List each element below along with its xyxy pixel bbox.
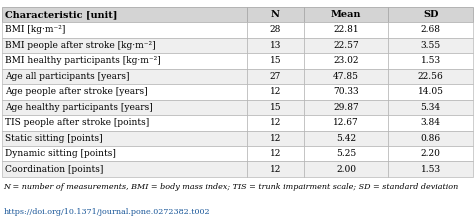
Bar xyxy=(388,53,473,69)
Text: 12: 12 xyxy=(270,134,281,143)
Text: 3.84: 3.84 xyxy=(421,118,441,127)
Text: 1.53: 1.53 xyxy=(420,56,441,65)
Text: 12: 12 xyxy=(270,149,281,158)
Text: Dynamic sitting [points]: Dynamic sitting [points] xyxy=(5,149,116,158)
Text: 12: 12 xyxy=(270,118,281,127)
Text: 27: 27 xyxy=(270,72,281,81)
Bar xyxy=(2,100,247,115)
Bar xyxy=(247,146,304,162)
Text: 2.68: 2.68 xyxy=(421,26,441,34)
Bar xyxy=(247,162,304,177)
Text: 22.56: 22.56 xyxy=(418,72,444,81)
Bar xyxy=(247,69,304,84)
Bar xyxy=(304,115,388,131)
Bar xyxy=(2,146,247,162)
Text: 5.34: 5.34 xyxy=(420,103,441,112)
Bar xyxy=(388,115,473,131)
Text: Static sitting [points]: Static sitting [points] xyxy=(5,134,103,143)
Text: Age healthy participants [years]: Age healthy participants [years] xyxy=(5,103,153,112)
Text: 23.02: 23.02 xyxy=(333,56,359,65)
Text: 15: 15 xyxy=(270,56,281,65)
Text: 2.00: 2.00 xyxy=(336,165,356,174)
Text: 1.53: 1.53 xyxy=(420,165,441,174)
Text: 5.42: 5.42 xyxy=(336,134,356,143)
Bar xyxy=(2,38,247,53)
Text: 12: 12 xyxy=(270,165,281,174)
Text: 2.20: 2.20 xyxy=(421,149,441,158)
Bar xyxy=(388,22,473,38)
Text: TIS people after stroke [points]: TIS people after stroke [points] xyxy=(5,118,149,127)
Bar xyxy=(2,69,247,84)
Text: Characteristic [unit]: Characteristic [unit] xyxy=(5,10,118,19)
Bar xyxy=(388,69,473,84)
Bar xyxy=(304,69,388,84)
Bar xyxy=(388,146,473,162)
Bar xyxy=(2,162,247,177)
Text: Age all participants [years]: Age all participants [years] xyxy=(5,72,130,81)
Text: 28: 28 xyxy=(270,26,281,34)
Text: N = number of measurements, BMI = body mass index; TIS = trunk impairment scale;: N = number of measurements, BMI = body m… xyxy=(3,183,458,191)
Bar xyxy=(304,53,388,69)
Bar xyxy=(2,53,247,69)
Bar xyxy=(247,22,304,38)
Text: 15: 15 xyxy=(270,103,281,112)
Bar xyxy=(388,162,473,177)
Bar xyxy=(388,100,473,115)
Text: 0.86: 0.86 xyxy=(420,134,441,143)
Text: 5.25: 5.25 xyxy=(336,149,356,158)
Bar xyxy=(247,38,304,53)
Bar xyxy=(2,115,247,131)
Bar xyxy=(2,84,247,100)
Bar xyxy=(304,100,388,115)
Bar xyxy=(247,100,304,115)
Bar xyxy=(304,84,388,100)
Text: 3.55: 3.55 xyxy=(420,41,441,50)
Text: 47.85: 47.85 xyxy=(333,72,359,81)
Bar xyxy=(247,115,304,131)
Text: 12.67: 12.67 xyxy=(333,118,359,127)
Bar xyxy=(304,7,388,22)
Text: 29.87: 29.87 xyxy=(333,103,359,112)
Bar xyxy=(304,162,388,177)
Bar xyxy=(388,84,473,100)
Bar xyxy=(304,131,388,146)
Bar xyxy=(2,7,247,22)
Text: Age people after stroke [years]: Age people after stroke [years] xyxy=(5,87,148,96)
Text: 22.81: 22.81 xyxy=(333,26,359,34)
Text: 14.05: 14.05 xyxy=(418,87,444,96)
Text: 13: 13 xyxy=(270,41,281,50)
Bar xyxy=(388,38,473,53)
Text: Mean: Mean xyxy=(331,10,361,19)
Text: BMI [kg·m⁻²]: BMI [kg·m⁻²] xyxy=(5,26,65,34)
Text: 70.33: 70.33 xyxy=(333,87,359,96)
Text: N: N xyxy=(271,10,280,19)
Text: BMI people after stroke [kg·m⁻²]: BMI people after stroke [kg·m⁻²] xyxy=(5,41,156,50)
Bar xyxy=(247,53,304,69)
Bar xyxy=(304,22,388,38)
Bar xyxy=(388,131,473,146)
Bar xyxy=(388,7,473,22)
Bar xyxy=(2,22,247,38)
Bar xyxy=(2,131,247,146)
Bar xyxy=(304,146,388,162)
Bar xyxy=(247,131,304,146)
Bar xyxy=(304,38,388,53)
Text: SD: SD xyxy=(423,10,438,19)
Bar xyxy=(247,84,304,100)
Text: 12: 12 xyxy=(270,87,281,96)
Text: BMI healthy participants [kg·m⁻²]: BMI healthy participants [kg·m⁻²] xyxy=(5,56,161,65)
Text: 22.57: 22.57 xyxy=(333,41,359,50)
Text: Coordination [points]: Coordination [points] xyxy=(5,165,104,174)
Text: https://doi.org/10.1371/journal.pone.0272382.t002: https://doi.org/10.1371/journal.pone.027… xyxy=(3,208,210,216)
Bar xyxy=(247,7,304,22)
